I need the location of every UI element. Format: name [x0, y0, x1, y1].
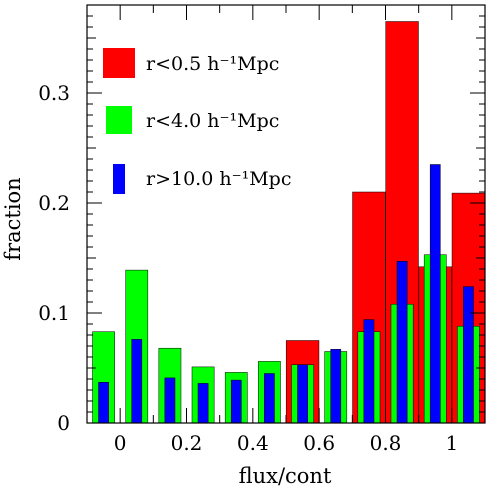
bar-r-gt-10-0-8	[363, 319, 375, 424]
y-tick-label-1: 0.1	[38, 301, 70, 325]
y-axis-label: fraction	[1, 177, 25, 260]
legend-label-r-gt-10-0: r>10.0 h⁻¹Mpc	[146, 168, 292, 190]
bar-r-gt-10-0-2	[164, 377, 176, 424]
legend-swatch-r-gt-10-0	[113, 164, 125, 194]
legend: r<0.5 h⁻¹Mpc r<4.0 h⁻¹Mpc r>10.0 h⁻¹Mpc	[103, 48, 292, 194]
legend-swatch-r-lt-4-0	[106, 106, 132, 134]
bar-r-gt-10-0-5	[264, 373, 275, 424]
legend-swatch-r-lt-0-5	[103, 48, 135, 78]
x-tick-label-5: 1	[445, 431, 458, 455]
bar-r-gt-10-0-1	[131, 339, 143, 424]
x-tick-label-3: 0.6	[303, 431, 335, 455]
bar-r-gt-10-0-9	[396, 261, 408, 424]
x-tick-label-2: 0.4	[237, 431, 269, 455]
x-axis-label: flux/cont	[239, 464, 332, 488]
bars-layer	[92, 21, 486, 424]
x-tick-label-0: 0	[114, 431, 127, 455]
bar-r-gt-10-0-11	[463, 286, 474, 424]
tick-labels: 0 0.2 0.4 0.6 0.8 1 0 0.1 0.2 0.3	[38, 81, 458, 455]
x-tick-label-4: 0.8	[370, 431, 402, 455]
x-tick-label-1: 0.2	[171, 431, 203, 455]
y-tick-label-3: 0.3	[38, 81, 70, 105]
bar-r-gt-10-0-3	[197, 383, 209, 424]
bar-r-gt-10-0-7	[330, 349, 342, 424]
y-tick-label-0: 0	[57, 411, 70, 435]
bar-r-gt-10-0-10	[429, 164, 441, 424]
y-tick-label-2: 0.2	[38, 191, 70, 215]
legend-label-r-lt-4-0: r<4.0 h⁻¹Mpc	[146, 110, 279, 132]
bar-r-gt-10-0-4	[230, 379, 242, 424]
legend-label-r-lt-0-5: r<0.5 h⁻¹Mpc	[146, 53, 279, 75]
tick-marks	[86, 4, 486, 424]
bar-r-gt-10-0-6	[297, 364, 308, 424]
bar-r-gt-10-0-0	[98, 382, 109, 424]
